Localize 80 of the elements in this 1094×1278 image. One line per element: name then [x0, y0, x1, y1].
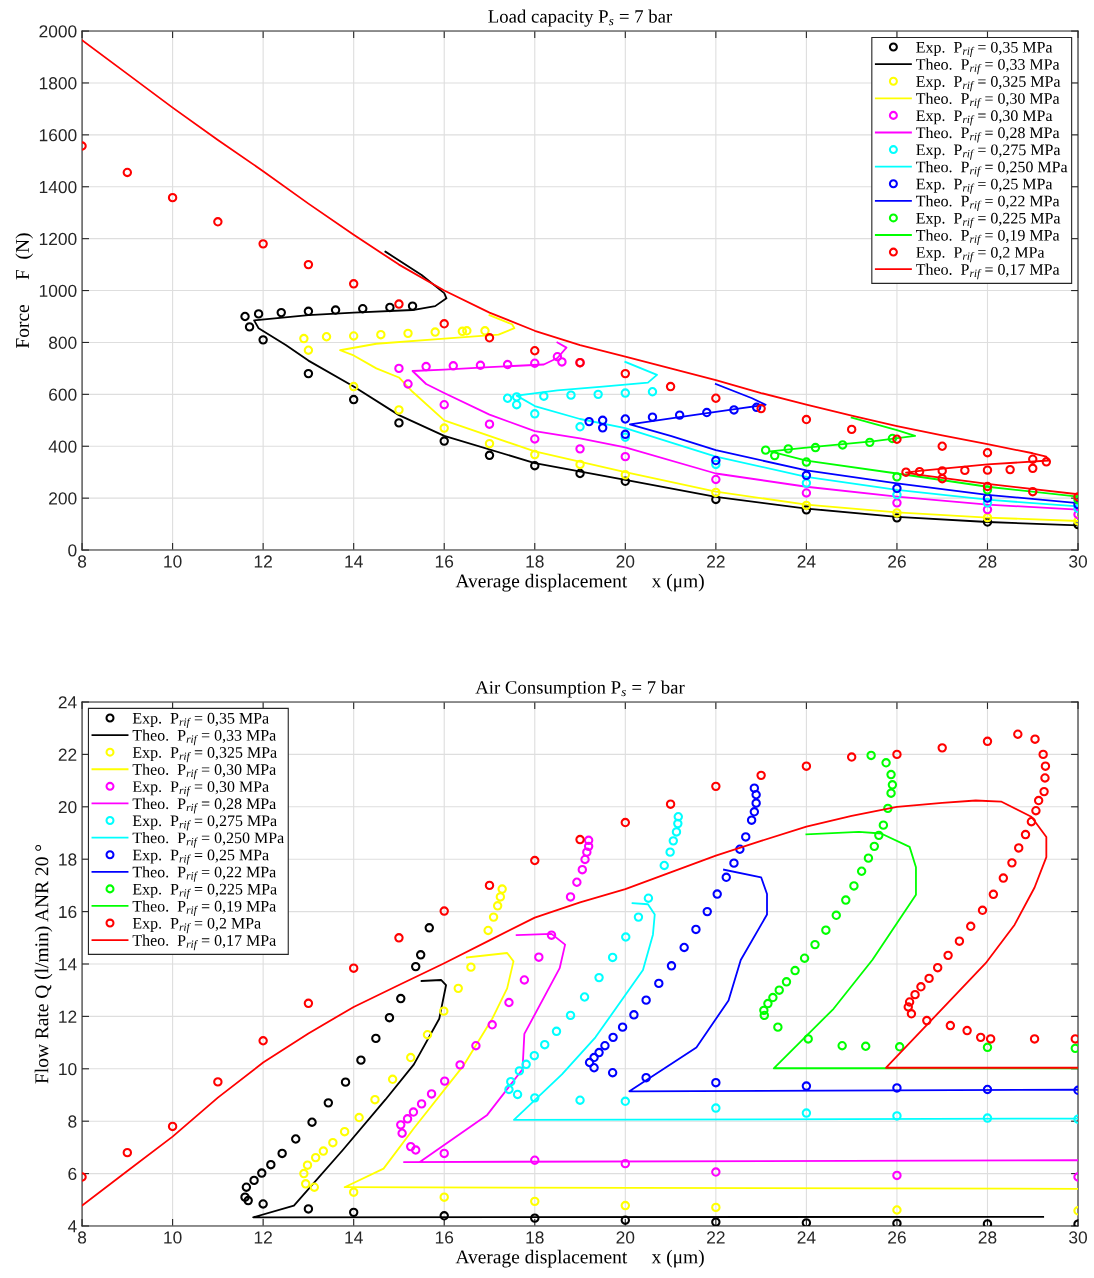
x-tick-label: 22 [707, 555, 725, 568]
y-tick-label: 6 [68, 1167, 77, 1181]
legend-label: Exp. P$_{rif}$ = 0,275 MPa [916, 144, 1061, 160]
x-tick-label: 14 [345, 555, 363, 568]
x-tick-label: 18 [526, 555, 544, 568]
legend-label: Theo. P$_{rif}$ = 0,250 MPa [132, 832, 284, 848]
x-tick-label: 28 [978, 555, 997, 568]
legend-label: Theo. P$_{rif}$ = 0,33 MPa [132, 729, 276, 746]
legend-label: Exp. P$_{rif}$ = 0,275 MPa [132, 815, 277, 831]
y-tick-label: 600 [49, 388, 77, 401]
x-axis-title: Average displacement x (μm) [455, 1249, 704, 1268]
x-tick-label: 20 [616, 555, 635, 568]
y-tick-label: 22 [58, 748, 77, 761]
x-tick-label: 8 [77, 1231, 87, 1244]
legend-label: Theo. P$_{rif}$ = 0,28 MPa [916, 126, 1060, 143]
y-tick-label: 0 [68, 544, 77, 557]
legend-label: Exp. P$_{rif}$ = 0,30 MPa [132, 781, 269, 797]
legend-label: Exp. P$_{rif}$ = 0,35 MPa [132, 712, 269, 729]
y-tick-label: 18 [59, 853, 77, 866]
legend-label: Theo. P$_{rif}$ = 0,22 MPa [132, 866, 276, 882]
x-tick-label: 16 [435, 555, 454, 568]
legend-label: Exp. P$_{rif}$ = 0,2 MPa [132, 917, 261, 934]
y-tick-label: 1400 [39, 180, 77, 194]
x-tick-label: 10 [164, 555, 182, 568]
y-tick-label: 200 [49, 492, 77, 505]
y-tick-label: 2000 [39, 25, 77, 38]
legend-label: Theo. P$_{rif}$ = 0,28 MPa [132, 797, 276, 814]
chart-title: Load capacity P$_{s}$ = 7 bar [488, 9, 673, 27]
legend-label: Theo. P$_{rif}$ = 0,19 MPa [132, 900, 276, 917]
x-tick-label: 26 [888, 1231, 906, 1244]
y-tick-label: 10 [59, 1062, 77, 1076]
x-tick-label: 22 [707, 1231, 725, 1244]
x-tick-label: 28 [978, 1231, 997, 1244]
legend-label: Theo. P$_{rif}$ = 0,30 MPa [132, 763, 276, 780]
legend-label: Theo. P$_{rif}$ = 0,22 MPa [916, 195, 1060, 211]
y-tick-label: 800 [48, 336, 77, 349]
x-tick-label: 10 [164, 1231, 182, 1244]
y-tick-label: 16 [59, 905, 77, 919]
y-tick-label: 1600 [39, 129, 77, 142]
legend-label: Exp. P$_{rif}$ = 0,2 MPa [916, 247, 1045, 263]
legend-label: Theo. P$_{rif}$ = 0,250 MPa [916, 161, 1068, 177]
legend-label: Exp. P$_{rif}$ = 0,25 MPa [132, 849, 269, 865]
y-tick-label: 4 [67, 1220, 77, 1233]
legend-label: Exp. P$_{rif}$ = 0,225 MPa [132, 883, 277, 899]
legend-label: Exp. P$_{rif}$ = 0,225 MPa [916, 212, 1061, 229]
x-tick-label: 12 [254, 555, 272, 568]
chart-title: Air Consumption P$_{s}$ = 7 bar [475, 680, 685, 698]
y-axis-title: Flow Rate Q (l/min) ANR 20 ° [34, 844, 53, 1084]
legend-label: Exp. P$_{rif}$ = 0,325 MPa [916, 76, 1061, 92]
x-tick-label: 30 [1069, 555, 1087, 568]
x-tick-label: 16 [435, 1231, 454, 1244]
y-axis-title: Force F (N) [15, 233, 34, 349]
y-tick-label: 1200 [39, 232, 77, 246]
legend-label: Theo. P$_{rif}$ = 0,17 MPa [916, 263, 1060, 280]
x-tick-label: 24 [797, 1231, 816, 1244]
legend-label: Theo. P$_{rif}$ = 0,17 MPa [132, 934, 276, 951]
legend-label: Exp. P$_{rif}$ = 0,35 MPa [916, 41, 1053, 58]
y-tick-label: 400 [48, 440, 77, 453]
legend-label: Exp. P$_{rif}$ = 0,325 MPa [132, 747, 277, 763]
legend-label: Exp. P$_{rif}$ = 0,30 MPa [916, 110, 1053, 126]
x-tick-label: 18 [526, 1231, 544, 1244]
y-tick-label: 14 [59, 958, 77, 971]
y-tick-label: 24 [58, 696, 77, 709]
y-tick-label: 20 [58, 800, 77, 814]
y-tick-label: 1000 [39, 284, 77, 298]
legend-label: Theo. P$_{rif}$ = 0,30 MPa [916, 92, 1060, 109]
x-axis-title: Average displacement x (μm) [455, 573, 704, 592]
x-tick-label: 14 [345, 1231, 363, 1244]
x-tick-label: 26 [888, 555, 906, 568]
y-tick-label: 12 [59, 1010, 77, 1023]
x-tick-label: 20 [616, 1231, 635, 1244]
legend-label: Theo. P$_{rif}$ = 0,19 MPa [916, 229, 1060, 246]
legend-label: Exp. P$_{rif}$ = 0,25 MPa [916, 178, 1053, 194]
x-tick-label: 24 [797, 555, 816, 568]
y-tick-label: 8 [68, 1115, 77, 1128]
legend-label: Theo. P$_{rif}$ = 0,33 MPa [916, 58, 1060, 75]
x-tick-label: 8 [77, 555, 87, 568]
y-tick-label: 1800 [39, 77, 77, 90]
x-tick-label: 12 [254, 1231, 272, 1244]
x-tick-label: 30 [1069, 1231, 1087, 1244]
